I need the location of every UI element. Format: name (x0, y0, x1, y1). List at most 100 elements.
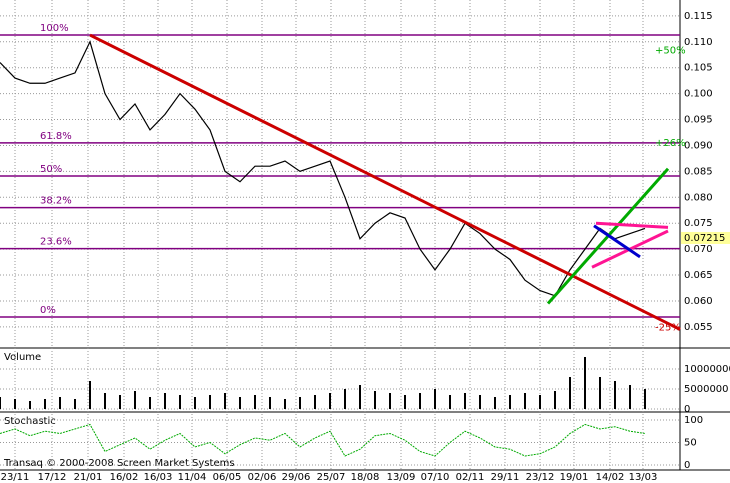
x-tick-label: 13/03 (629, 472, 658, 483)
x-tick-label: 18/08 (351, 472, 380, 483)
volume-bar (314, 395, 316, 409)
x-tick-label: 19/01 (560, 472, 589, 483)
y-tick-label: 100 (684, 415, 703, 426)
annotation: +26% (655, 138, 686, 149)
y-tick-label: 0.075 (684, 218, 713, 229)
x-tick-label: 16/02 (110, 472, 139, 483)
y-tick-label: 5000000 (684, 384, 729, 395)
volume-bar (494, 397, 496, 409)
y-tick-label: 0.090 (684, 140, 713, 151)
volume-bar (389, 393, 391, 409)
volume-bar (509, 395, 511, 409)
volume-bar (89, 381, 91, 409)
volume-bar (224, 393, 226, 409)
copyright: Transaq © 2000-2008 Screen Market System… (3, 458, 235, 469)
volume-bar (554, 391, 556, 409)
y-tick-label: 50 (684, 437, 697, 448)
volume-bar (449, 395, 451, 409)
volume-bar (584, 357, 586, 409)
x-tick-label: 14/02 (596, 472, 625, 483)
volume-bar (359, 385, 361, 409)
volume-bar (464, 393, 466, 409)
volume-bar (269, 397, 271, 409)
x-tick-label: 02/06 (248, 472, 277, 483)
volume-bar (299, 397, 301, 409)
volume-bar (284, 399, 286, 409)
volume-bar (419, 393, 421, 409)
y-tick-label: 0.065 (684, 270, 713, 281)
panel-title: Stochastic (4, 416, 56, 427)
volume-bar (119, 395, 121, 409)
annotation: +50% (655, 46, 686, 57)
x-tick-label: 23/11 (1, 472, 30, 483)
trend-line (89, 33, 681, 331)
x-tick-label: 17/12 (38, 472, 67, 483)
volume-bar (149, 397, 151, 409)
fib-label: 50% (40, 164, 62, 175)
volume-bar (74, 399, 76, 409)
last-price-box (681, 231, 730, 244)
volume-bar (239, 397, 241, 409)
volume-bar (569, 377, 571, 409)
y-tick-label: 10000000 (684, 364, 730, 375)
volume-bar (524, 393, 526, 409)
stochastic-line (0, 423, 646, 457)
volume-bar (0, 397, 1, 409)
volume-bar (614, 381, 616, 409)
y-tick-label: 0.085 (684, 166, 713, 177)
trend-line (593, 224, 641, 259)
price-line (0, 40, 646, 297)
x-tick-label: 07/10 (421, 472, 450, 483)
y-tick-label: 0.055 (684, 322, 713, 333)
volume-bar (344, 389, 346, 409)
volume-bar (479, 395, 481, 409)
x-tick-label: 06/05 (213, 472, 242, 483)
x-tick-label: 25/07 (317, 472, 346, 483)
x-tick-label: 02/11 (456, 472, 485, 483)
y-tick-label: 0 (684, 404, 690, 415)
x-tick-label: 21/01 (74, 472, 103, 483)
volume-bar (629, 385, 631, 409)
x-tick-label: 29/06 (282, 472, 311, 483)
volume-bar (14, 399, 16, 409)
x-tick-label: 16/03 (144, 472, 173, 483)
annotation: -25% (655, 322, 681, 333)
panel-title: Volume (4, 352, 41, 363)
volume-bar (194, 397, 196, 409)
y-tick-label: 0.100 (684, 89, 713, 100)
volume-bar (59, 397, 61, 409)
volume-bar (404, 395, 406, 409)
volume-bar (44, 399, 46, 409)
y-tick-label: 0.060 (684, 296, 713, 307)
y-tick-label: 0 (684, 460, 690, 471)
volume-bar (374, 391, 376, 409)
fib-label: 100% (40, 23, 69, 34)
volume-bar (254, 395, 256, 409)
volume-bar (329, 393, 331, 409)
volume-bar (104, 393, 106, 409)
volume-bar (209, 395, 211, 409)
volume-bar (134, 391, 136, 409)
y-tick-label: 0.070 (684, 244, 713, 255)
x-tick-label: 11/04 (178, 472, 207, 483)
volume-bar (29, 401, 31, 409)
fib-label: 0% (40, 305, 56, 316)
y-tick-label: 0.115 (684, 11, 713, 22)
y-tick-label: 0.080 (684, 192, 713, 203)
fib-label: 23.6% (40, 237, 72, 248)
trend-line (595, 221, 669, 229)
last-price-label: 0.07215 (684, 233, 725, 244)
y-tick-label: 0.095 (684, 115, 713, 126)
volume-bar (434, 389, 436, 409)
y-tick-label: 0.105 (684, 63, 713, 74)
volume-bar (179, 395, 181, 409)
volume-bar (164, 393, 166, 409)
x-tick-label: 23/12 (526, 472, 555, 483)
volume-bar (599, 377, 601, 409)
fib-label: 61.8% (40, 131, 72, 142)
y-tick-label: 0.110 (684, 37, 713, 48)
volume-bar (644, 389, 646, 409)
fib-label: 38.2% (40, 196, 72, 207)
x-tick-label: 13/09 (387, 472, 416, 483)
